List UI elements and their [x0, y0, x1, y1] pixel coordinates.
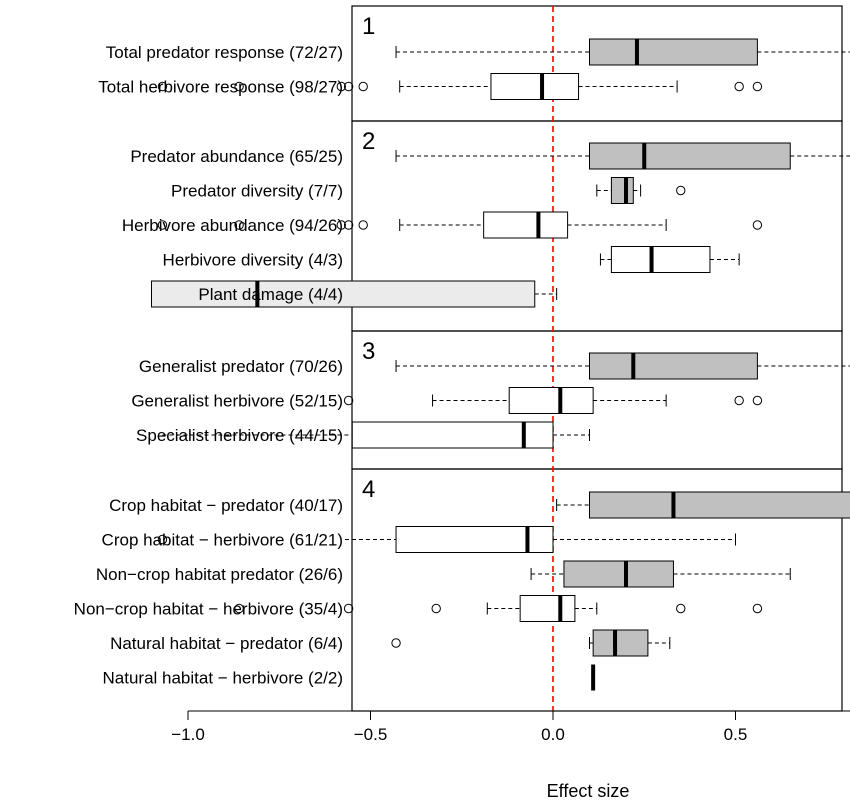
row-label: Natural habitat − herbivore (2/2) — [103, 669, 344, 688]
boxplot-row — [599, 246, 740, 273]
box — [589, 38, 758, 66]
x-axis: −1.0−0.50.00.51.01.5 — [171, 710, 850, 744]
row-label: Non−crop habitat predator (26/6) — [96, 565, 343, 584]
box — [151, 280, 536, 308]
x-tick-label: −0.5 — [354, 725, 388, 744]
row-label: Herbivore diversity (4/3) — [163, 251, 343, 270]
row-label: Natural habitat − predator (6/4) — [110, 634, 343, 653]
box — [351, 421, 554, 449]
boxplot-row — [157, 526, 736, 553]
x-tick-label: −1.0 — [171, 725, 205, 744]
outlier-point — [752, 395, 763, 406]
boxplot-row — [151, 280, 558, 308]
box — [508, 387, 594, 414]
row-label: Predator diversity (7/7) — [171, 182, 343, 201]
boxplot-row — [157, 211, 763, 239]
row-labels: Total predator response (72/27) Total her… — [74, 43, 343, 688]
outlier-point — [752, 603, 763, 614]
panel-number-1: 1 — [362, 13, 375, 40]
boxplot-row — [234, 595, 763, 622]
box — [563, 560, 674, 588]
outlier-point — [676, 185, 686, 196]
box — [589, 352, 758, 380]
box — [610, 246, 711, 273]
box — [490, 73, 580, 100]
outlier-point — [234, 603, 244, 614]
row-label: Crop habitat − predator (40/17) — [109, 496, 343, 515]
row-label: Predator abundance (65/25) — [130, 147, 343, 166]
x-tick-label: 0.5 — [724, 725, 748, 744]
row-label: Herbivore abundance (94/26) — [122, 216, 343, 235]
outlier-point — [234, 81, 244, 92]
outlier-point — [343, 81, 354, 92]
outlier-point — [752, 220, 763, 230]
box — [589, 142, 791, 170]
outlier-point — [234, 220, 244, 230]
boxplot-row — [556, 491, 850, 519]
row-label: Total predator response (72/27) — [106, 43, 343, 62]
row-label: Specialist herbivore (44/15) — [136, 426, 343, 445]
outlier-point — [336, 81, 346, 92]
x-axis-label: Effect size — [547, 781, 630, 801]
boxplot-row — [343, 387, 763, 414]
outlier-point — [752, 81, 763, 92]
outlier-point — [157, 220, 168, 230]
outlier-point — [336, 220, 346, 230]
box — [519, 595, 576, 622]
outlier-point — [343, 220, 354, 230]
x-tick-label: 0.0 — [541, 725, 565, 744]
boxplot-row — [596, 177, 686, 204]
row-label: Total herbivore response (98/27) — [98, 78, 343, 97]
outlier-point — [157, 81, 168, 92]
outlier-point — [391, 638, 401, 648]
boxplot-row — [157, 73, 763, 100]
boxplot-row — [395, 38, 850, 66]
outlier-point — [343, 603, 354, 614]
outlier-point — [431, 603, 441, 614]
box — [483, 211, 569, 239]
box — [610, 177, 634, 204]
boxplot-row — [395, 352, 850, 380]
row-label: Plant damage (4/4) — [198, 285, 343, 304]
boxplot-row — [395, 142, 850, 170]
row-label: Non−crop habitat − herbivore (35/4) — [74, 600, 343, 619]
boxplot-rows — [151, 38, 850, 691]
row-label: Generalist herbivore (52/15) — [131, 392, 343, 411]
panel-number-2: 2 — [362, 128, 375, 155]
box — [589, 491, 850, 519]
panel-number-4: 4 — [362, 476, 375, 503]
outlier-point — [734, 395, 744, 406]
outlier-point — [734, 81, 744, 92]
outlier-point — [157, 534, 168, 545]
boxplot-row — [391, 629, 671, 657]
outlier-point — [358, 220, 368, 230]
boxplot-row — [162, 421, 590, 449]
outlier-point — [676, 603, 686, 614]
panel-number-3: 3 — [362, 338, 375, 365]
box — [395, 526, 554, 553]
row-label: Crop habitat − herbivore (61/21) — [102, 531, 343, 550]
outlier-point — [343, 395, 354, 406]
row-label: Generalist predator (70/26) — [139, 357, 343, 376]
outlier-point — [358, 81, 368, 92]
boxplot-row — [530, 560, 791, 588]
box — [592, 629, 649, 657]
